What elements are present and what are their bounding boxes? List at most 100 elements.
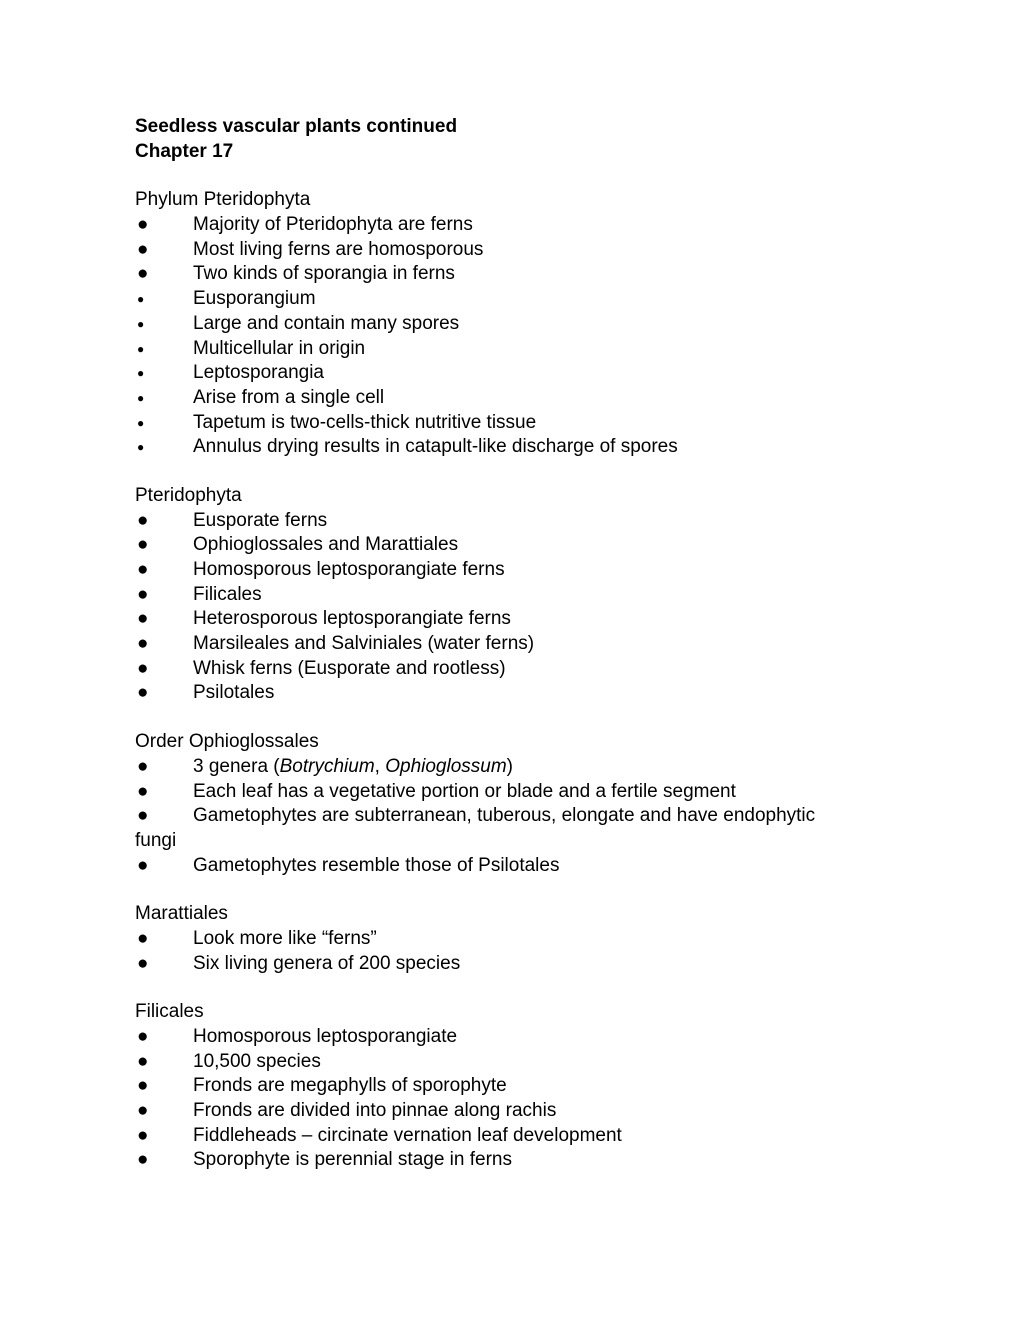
list-item: ●Leptosporangia [135,361,885,386]
list-item: ●Arise from a single cell [135,386,885,411]
list-item: ●Large and contain many spores [135,312,885,337]
document-title-line1: Seedless vascular plants continued [135,115,885,140]
document-title-line2: Chapter 17 [135,140,885,165]
bullet-icon: ● [135,366,193,382]
bullet-icon: ● [135,533,193,558]
list-item: ●Annulus drying results in catapult-like… [135,435,885,460]
bullet-icon: ● [135,1124,193,1149]
bullet-icon: ● [135,416,193,432]
list-item-text: Gametophytes are subterranean, tuberous,… [193,804,885,829]
list-item: ●Two kinds of sporangia in ferns [135,262,885,287]
list-item: ●Heterosporous leptosporangiate ferns [135,607,885,632]
list-item: ●Homosporous leptosporangiate [135,1025,885,1050]
bullet-icon: ● [135,681,193,706]
list-item-text: Most living ferns are homosporous [193,238,885,263]
bullet-icon: ● [135,391,193,407]
list-item: ●Sporophyte is perennial stage in ferns [135,1148,885,1173]
bullet-icon: ● [135,1148,193,1173]
list-item: ●10,500 species [135,1050,885,1075]
section-heading: Order Ophioglossales [135,730,885,755]
section-heading: Phylum Pteridophyta [135,188,885,213]
bullet-icon: ● [135,583,193,608]
list-item: ●Gametophytes are subterranean, tuberous… [135,804,885,829]
list-item-text: Look more like “ferns” [193,927,885,952]
list-item: ●Filicales [135,583,885,608]
list-item-text: Annulus drying results in catapult-like … [193,435,885,460]
bullet-icon: ● [135,755,193,780]
bullet-icon: ● [135,262,193,287]
list-item: ●Each leaf has a vegetative portion or b… [135,780,885,805]
list-item: ●Tapetum is two-cells-thick nutritive ti… [135,411,885,436]
list-item: ●Six living genera of 200 species [135,952,885,977]
list-item-text: Whisk ferns (Eusporate and rootless) [193,657,885,682]
list-item-text: Eusporangium [193,287,885,312]
list-item-text: Large and contain many spores [193,312,885,337]
list-item: ●Gametophytes resemble those of Psilotal… [135,854,885,879]
list-item: ●Look more like “ferns” [135,927,885,952]
list-item: ●Ophioglossales and Marattiales [135,533,885,558]
section-heading: Marattiales [135,902,885,927]
list-item-text: Fronds are divided into pinnae along rac… [193,1099,885,1124]
section-order-ophioglossales: Order Ophioglossales ●3 genera (Botrychi… [135,730,885,878]
list-item: ●Marsileales and Salviniales (water fern… [135,632,885,657]
list-item: ●Most living ferns are homosporous [135,238,885,263]
bullet-icon: ● [135,632,193,657]
bullet-icon: ● [135,317,193,333]
list-item-text: Fiddleheads – circinate vernation leaf d… [193,1124,885,1149]
bullet-icon: ● [135,292,193,308]
bullet-icon: ● [135,440,193,456]
list-item-text: 10,500 species [193,1050,885,1075]
list-item-text: Fronds are megaphylls of sporophyte [193,1074,885,1099]
bullet-icon: ● [135,1025,193,1050]
section-phylum-pteridophyta: Phylum Pteridophyta ●Majority of Pterido… [135,188,885,460]
bullet-icon: ● [135,804,193,829]
bullet-icon: ● [135,213,193,238]
bullet-icon: ● [135,952,193,977]
bullet-icon: ● [135,1099,193,1124]
section-heading: Filicales [135,1000,885,1025]
list-item-text: Filicales [193,583,885,608]
list-item: ●Whisk ferns (Eusporate and rootless) [135,657,885,682]
bullet-icon: ● [135,1050,193,1075]
italic-text: Botrychium [280,756,375,777]
list-item-text: Leptosporangia [193,361,885,386]
list-item-text: Ophioglossales and Marattiales [193,533,885,558]
list-item-text: Sporophyte is perennial stage in ferns [193,1148,885,1173]
list-item: ●Fiddleheads – circinate vernation leaf … [135,1124,885,1149]
list-item-text: Tapetum is two-cells-thick nutritive tis… [193,411,885,436]
list-item: ●Homosporous leptosporangiate ferns [135,558,885,583]
list-item: ●Majority of Pteridophyta are ferns [135,213,885,238]
list-item-text: Heterosporous leptosporangiate ferns [193,607,885,632]
list-item-text: Majority of Pteridophyta are ferns [193,213,885,238]
list-item: ●Eusporangium [135,287,885,312]
list-item: ●Psilotales [135,681,885,706]
list-item: ●Fronds are divided into pinnae along ra… [135,1099,885,1124]
list-item-text: Psilotales [193,681,885,706]
list-item: ●3 genera (Botrychium, Ophioglossum) [135,755,885,780]
bullet-icon: ● [135,558,193,583]
section-marattiales: Marattiales ●Look more like “ferns”●Six … [135,902,885,976]
list-item-text: Each leaf has a vegetative portion or bl… [193,780,885,805]
bullet-icon: ● [135,927,193,952]
title-block: Seedless vascular plants continued Chapt… [135,115,885,164]
list-item-text: Eusporate ferns [193,509,885,534]
bullet-icon: ● [135,607,193,632]
list-item-text: Gametophytes resemble those of Psilotale… [193,854,885,879]
section-pteridophyta: Pteridophyta ●Eusporate ferns●Ophiogloss… [135,484,885,706]
list-item: ●Multicellular in origin [135,337,885,362]
bullet-icon: ● [135,238,193,263]
bullet-icon: ● [135,342,193,358]
section-filicales: Filicales ●Homosporous leptosporangiate●… [135,1000,885,1173]
list-item-text: Six living genera of 200 species [193,952,885,977]
list-item-text: Arise from a single cell [193,386,885,411]
list-item-text: Multicellular in origin [193,337,885,362]
list-item-text: Marsileales and Salviniales (water ferns… [193,632,885,657]
bullet-icon: ● [135,657,193,682]
section-heading: Pteridophyta [135,484,885,509]
list-item: ●Fronds are megaphylls of sporophyte [135,1074,885,1099]
bullet-icon: ● [135,854,193,879]
list-item-text: Two kinds of sporangia in ferns [193,262,885,287]
list-item-text: Homosporous leptosporangiate ferns [193,558,885,583]
list-item-text: Homosporous leptosporangiate [193,1025,885,1050]
bullet-icon: ● [135,1074,193,1099]
